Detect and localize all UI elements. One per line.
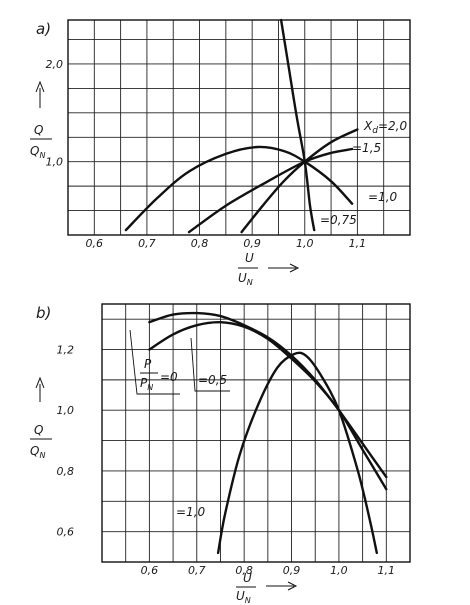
chart-b-x-tick-label: 0,7 xyxy=(188,564,206,577)
chart-b-series-label-05-text: =0,5 xyxy=(198,373,227,387)
chart-b-series-label-05: =0,5 xyxy=(190,337,230,392)
chart-a: a) 0,6 0,7 0,8 0,9 1,0 1,1 1,0 2,0 Q QN U UN Xd… xyxy=(30,18,411,287)
chart-b-xlabel: U UN xyxy=(236,571,298,605)
chart-a-x-tick-label: 0,9 xyxy=(243,237,261,250)
panel-b-letter: b) xyxy=(36,304,51,322)
chart-a-series-line-2 xyxy=(124,145,354,232)
chart-b: b) 0,6 0,7 0,8 0,9 1,0 1,1 0,6 0,8 1,0 1,2 Q QN U… xyxy=(30,303,411,605)
chart-a-x-tick-label: 0,7 xyxy=(138,237,156,250)
chart-a-y-tick-label: 2,0 xyxy=(46,58,64,71)
chart-b-xlabel-num: U xyxy=(243,571,252,585)
chart-b-tick-labels: 0,6 0,7 0,8 0,9 1,0 1,1 0,6 0,8 1,0 1,2 xyxy=(57,344,396,577)
chart-a-series-label-1-5: =1,5 xyxy=(352,141,381,155)
chart-b-series-label-10: =1,0 xyxy=(176,505,206,519)
chart-b-xlabel-den: UN xyxy=(236,589,251,605)
chart-a-xlabel-den: UN xyxy=(238,271,253,287)
chart-b-y-tick-label: 1,2 xyxy=(57,344,75,357)
chart-b-y-arrow-head xyxy=(35,376,45,389)
chart-b-y-tick-label: 0,6 xyxy=(57,526,75,539)
chart-a-tick-labels: 0,6 0,7 0,8 0,9 1,0 1,1 1,0 2,0 xyxy=(46,58,367,250)
chart-a-series-line-0 xyxy=(240,128,359,234)
chart-a-grid xyxy=(67,19,411,236)
chart-a-series-label-xd: Xd=2,0 xyxy=(363,119,407,136)
chart-b-ylabel-den: QN xyxy=(30,444,45,460)
chart-b-series-label-05-leader xyxy=(190,337,230,392)
chart-b-y-tick-label: 0,8 xyxy=(57,465,75,478)
chart-b-series-label-p0-leader xyxy=(129,329,180,395)
chart-b-series-label-p0-den: PN xyxy=(140,376,153,392)
chart-a-series-line-3 xyxy=(279,18,316,232)
chart-b-ylabel-num: Q xyxy=(34,423,43,437)
chart-b-x-tick-label: 0,9 xyxy=(283,564,301,577)
chart-a-ylabel-num: Q xyxy=(34,123,43,137)
chart-a-y-arrow-head xyxy=(35,80,45,93)
chart-a-y-tick-label: 1,0 xyxy=(46,156,64,169)
chart-a-x-tick-label: 0,6 xyxy=(86,237,104,250)
chart-b-y-tick-label: 1,0 xyxy=(57,404,75,417)
chart-a-x-tick-label: 1,1 xyxy=(349,237,367,250)
chart-a-x-tick-label: 0,8 xyxy=(191,237,209,250)
chart-a-curves xyxy=(124,18,359,234)
chart-b-series-line-1 xyxy=(148,320,388,491)
chart-b-x-tick-label: 1,0 xyxy=(330,564,348,577)
chart-b-series-label-p0: P PN =0 xyxy=(129,329,180,395)
chart-b-frame xyxy=(101,303,411,563)
chart-b-series-label-p0-value: =0 xyxy=(160,370,178,384)
chart-b-curves xyxy=(148,311,388,555)
chart-b-series-line-2 xyxy=(216,351,378,555)
chart-b-grid xyxy=(101,303,411,563)
chart-b-series-label-p0-num: P xyxy=(144,357,152,371)
chart-a-frame xyxy=(67,19,411,236)
chart-b-x-arrow-head xyxy=(287,581,298,591)
chart-a-x-arrow-head xyxy=(289,263,300,273)
panel-a-letter: a) xyxy=(36,20,51,38)
chart-a-ylabel: Q QN xyxy=(30,80,52,160)
chart-a-x-tick-label: 1,0 xyxy=(296,237,314,250)
chart-b-x-tick-label: 0,8 xyxy=(235,564,253,577)
chart-a-series-label-1-0: =1,0 xyxy=(368,190,398,204)
chart-a-xlabel-num: U xyxy=(245,251,254,265)
chart-a-series-label-0-75: =0,75 xyxy=(320,213,357,227)
chart-a-series-line-1 xyxy=(187,147,354,234)
chart-b-x-tick-label: 1,1 xyxy=(378,564,396,577)
chart-a-ylabel-den: QN xyxy=(30,144,45,160)
chart-a-xlabel: U UN xyxy=(238,251,300,287)
chart-b-ylabel: Q QN xyxy=(30,376,52,460)
chart-b-x-tick-label: 0,6 xyxy=(141,564,159,577)
